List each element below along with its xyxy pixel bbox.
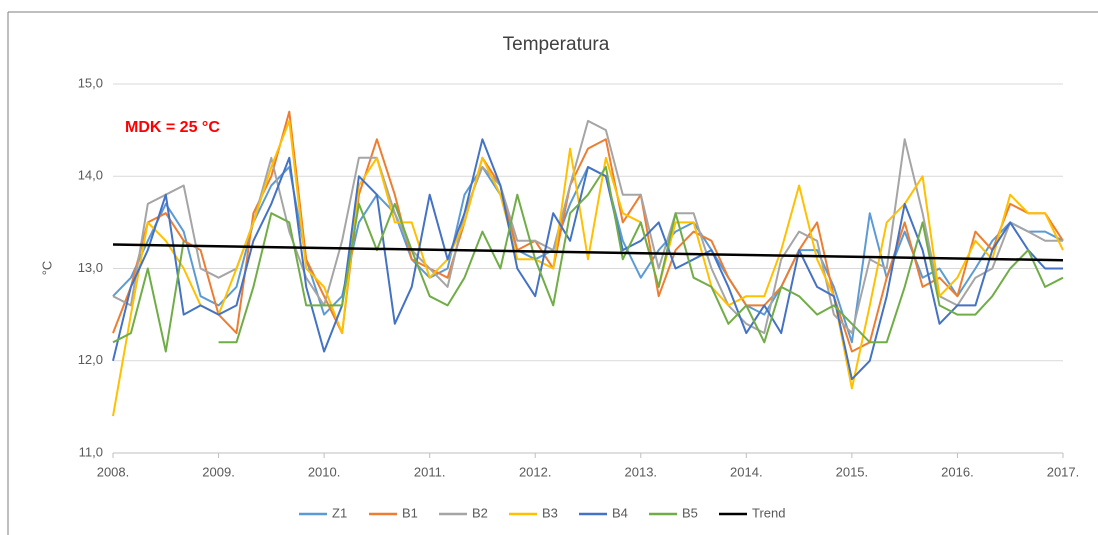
x-tick-label: 2017. xyxy=(1047,464,1080,479)
x-tick-label: 2008. xyxy=(97,464,130,479)
chart-title: Temperatura xyxy=(503,34,610,55)
x-tick-label: 2011. xyxy=(414,464,446,479)
x-tick-label: 2013. xyxy=(625,464,658,479)
series-line xyxy=(112,138,1063,381)
x-tick-label: 2014. xyxy=(730,464,763,479)
series-line xyxy=(112,243,1064,262)
x-tick-label: 2015. xyxy=(836,464,869,479)
series-line xyxy=(112,166,1064,353)
y-axis-label: °C xyxy=(39,261,54,276)
x-tick-label: 2010. xyxy=(308,464,341,479)
legend-label: B1 xyxy=(402,505,418,520)
y-tick-label: 12,0 xyxy=(78,352,103,367)
annotation: MDK = 25 °C xyxy=(125,119,220,136)
x-tick-label: 2012. xyxy=(519,464,552,479)
y-tick-label: 11,0 xyxy=(79,444,103,459)
legend-label: Trend xyxy=(752,505,785,520)
legend-label: B5 xyxy=(682,505,698,520)
series-line xyxy=(112,119,1063,335)
legend-label: Z1 xyxy=(332,505,347,520)
y-tick-label: 14,0 xyxy=(78,168,103,183)
y-tick-label: 15,0 xyxy=(78,75,103,90)
y-tick-label: 13,0 xyxy=(78,260,103,275)
series-line xyxy=(112,110,1064,353)
legend-label: B3 xyxy=(542,505,558,520)
x-tick-label: 2016. xyxy=(941,464,974,479)
legend-label: B4 xyxy=(612,505,628,520)
x-tick-label: 2009. xyxy=(202,464,235,479)
legend-label: B2 xyxy=(472,505,488,520)
